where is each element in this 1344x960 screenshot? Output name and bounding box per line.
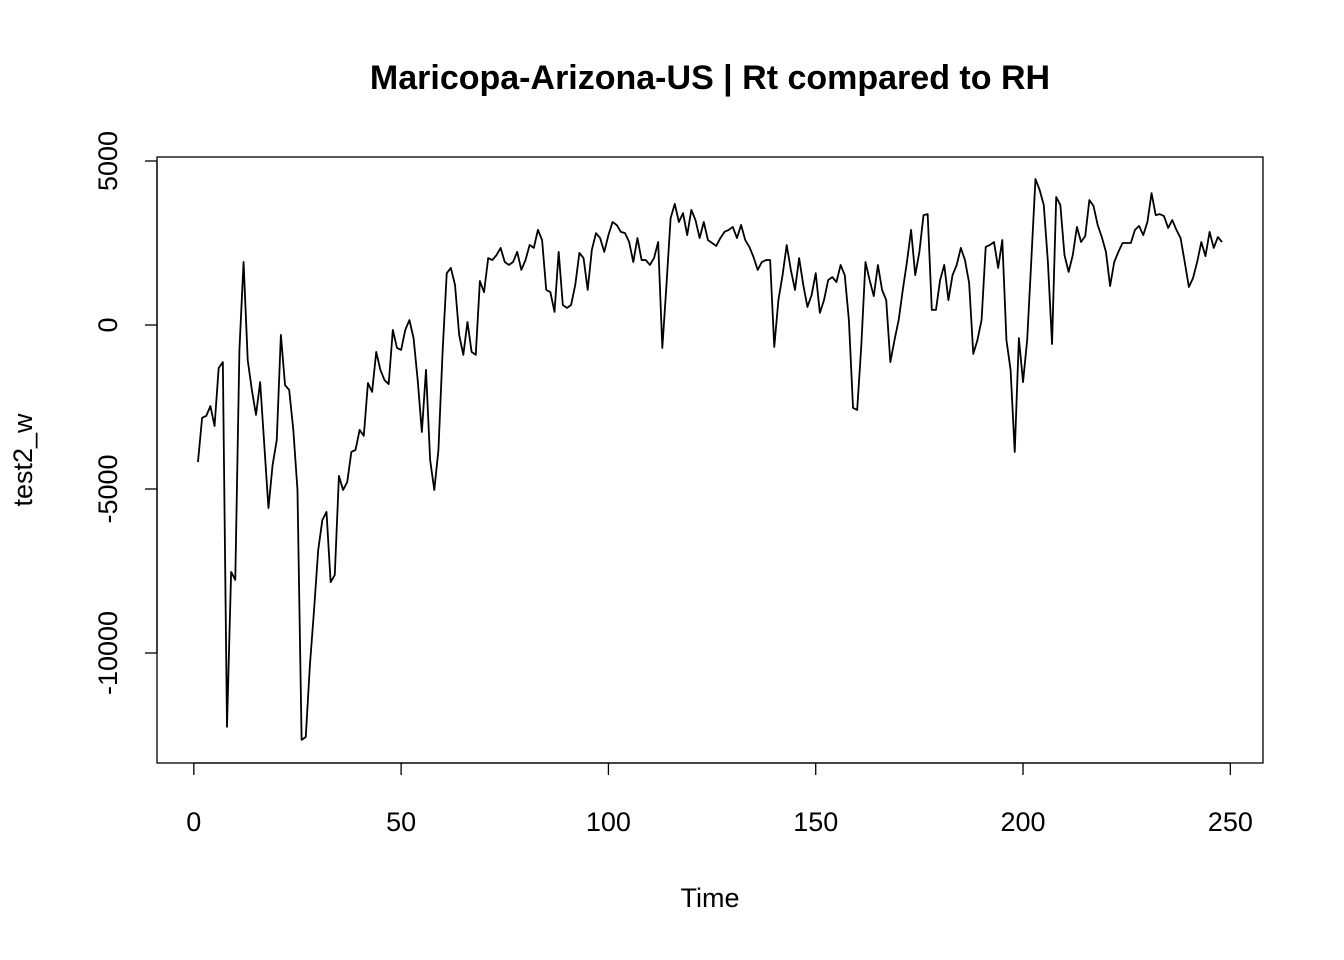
y-tick-label: -10000 — [93, 611, 123, 695]
y-axis-label: test2_w — [8, 413, 38, 507]
data-line — [197, 178, 1223, 741]
x-tick-label: 0 — [186, 807, 201, 837]
x-tick-label: 200 — [1000, 807, 1045, 837]
x-tick-label: 100 — [586, 807, 631, 837]
y-tick-label: -5000 — [93, 454, 123, 523]
chart-title: Maricopa-Arizona-US | Rt compared to RH — [370, 59, 1050, 97]
y-tick-label: 5000 — [93, 131, 123, 191]
x-tick-label: 250 — [1208, 807, 1253, 837]
x-tick-label: 50 — [386, 807, 416, 837]
x-tick-label: 150 — [793, 807, 838, 837]
x-axis-label: Time — [681, 883, 740, 913]
y-tick-label: 0 — [93, 317, 123, 332]
